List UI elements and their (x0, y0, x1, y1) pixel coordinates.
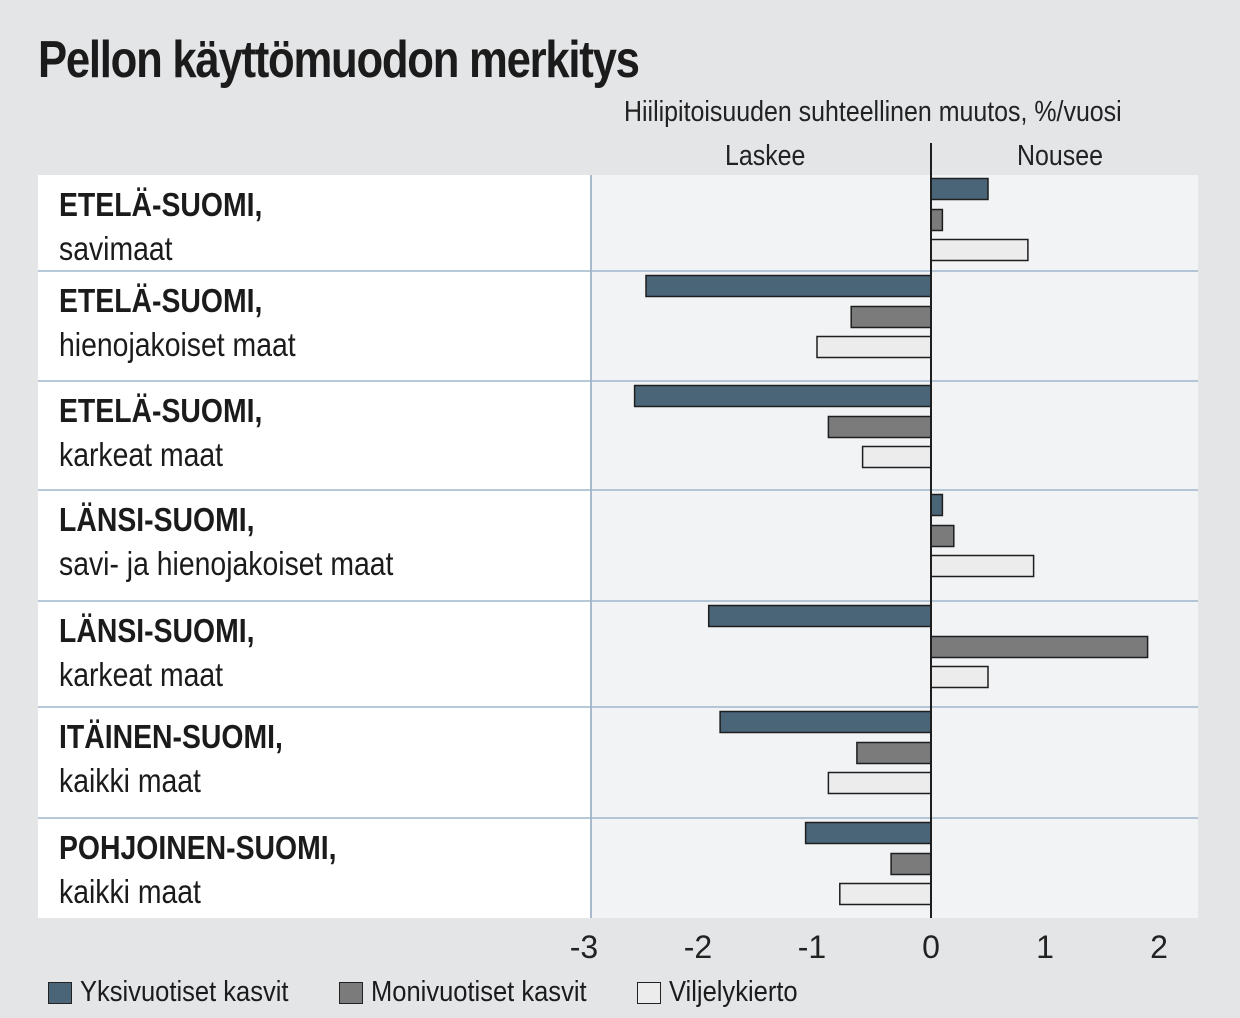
bar (804, 821, 932, 845)
soil-type: kaikki maat (59, 762, 201, 799)
bar (930, 524, 955, 548)
bar (645, 274, 932, 298)
soil-type: hienojakoiset maat (59, 326, 296, 363)
x-tick-label: -2 (684, 929, 712, 965)
bar (850, 305, 932, 329)
bar (827, 415, 932, 439)
bar (856, 741, 932, 765)
x-tick-label: -1 (798, 929, 826, 965)
region-name: ETELÄ-SUOMI, (59, 282, 263, 319)
bar (930, 493, 944, 517)
bar (827, 771, 932, 795)
bar (816, 335, 932, 359)
bar (719, 710, 932, 734)
category-label: ETELÄ-SUOMI, savimaat (59, 183, 262, 271)
region-name: ETELÄ-SUOMI, (59, 392, 263, 429)
legend-swatch (48, 981, 72, 1004)
legend-swatch (339, 981, 363, 1004)
x-tick-label: 2 (1150, 929, 1168, 965)
region-name: ETELÄ-SUOMI, (59, 186, 263, 223)
legend-label: Monivuotiset kasvit (371, 976, 587, 1008)
x-tick-label: -3 (570, 929, 598, 965)
page-title: Pellon käyttömuodon merkitys (38, 31, 640, 89)
direction-label-increase: Nousee (1017, 140, 1103, 172)
soil-type: savi- ja hienojakoiset maat (59, 545, 394, 582)
legend-swatch (637, 981, 661, 1004)
category-label: ITÄINEN-SUOMI, kaikki maat (59, 715, 283, 803)
bar (930, 635, 1149, 659)
legend-item: Monivuotiset kasvit (339, 976, 616, 1009)
legend-label: Yksivuotiset kasvit (80, 976, 289, 1008)
category-label: POHJOINEN-SUOMI, kaikki maat (59, 826, 337, 914)
category-label: LÄNSI-SUOMI, karkeat maat (59, 609, 255, 697)
x-tick-label: 1 (1036, 929, 1054, 965)
bar (930, 238, 1029, 262)
region-name: POHJOINEN-SUOMI, (59, 829, 337, 866)
bar (890, 852, 932, 876)
x-tick-label: 0 (922, 929, 940, 965)
category-label: ETELÄ-SUOMI, hienojakoiset maat (59, 279, 296, 367)
bar (930, 177, 989, 201)
category-label: ETELÄ-SUOMI, karkeat maat (59, 389, 262, 477)
bar (930, 665, 989, 689)
category-label: LÄNSI-SUOMI, savi- ja hienojakoiset maat (59, 498, 393, 586)
soil-type: savimaat (59, 230, 173, 267)
bar (707, 604, 932, 628)
soil-type: karkeat maat (59, 436, 224, 473)
bar (839, 882, 932, 906)
bar (633, 384, 932, 408)
region-name: LÄNSI-SUOMI, (59, 501, 255, 538)
region-name: LÄNSI-SUOMI, (59, 612, 255, 649)
axis-title: Hiilipitoisuuden suhteellinen muutos, %/… (624, 96, 1122, 128)
label-column-background (38, 175, 591, 918)
legend-label: Viljelykierto (669, 976, 798, 1008)
legend-item: Viljelykierto (637, 976, 815, 1009)
bar (930, 554, 1035, 578)
direction-label-decrease: Laskee (725, 140, 806, 172)
bar (861, 445, 932, 469)
bar (930, 208, 944, 232)
soil-type: kaikki maat (59, 873, 201, 910)
soil-type: karkeat maat (59, 656, 224, 693)
region-name: ITÄINEN-SUOMI, (59, 718, 283, 755)
legend-item: Yksivuotiset kasvit (48, 976, 317, 1009)
